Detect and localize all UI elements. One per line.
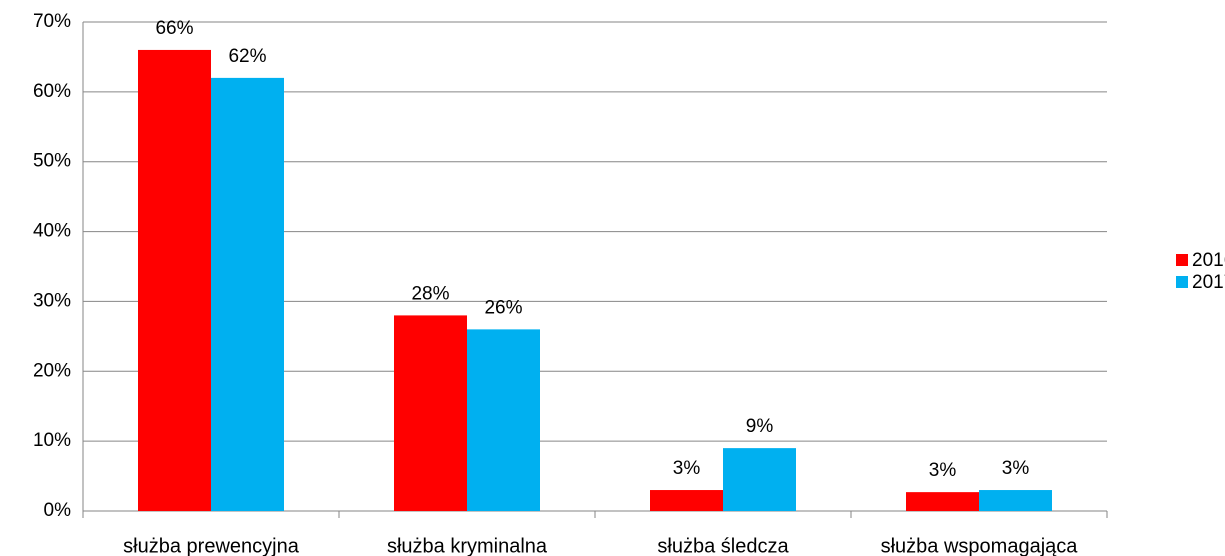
x-tick-label: służba wspomagająca [881,535,1079,556]
bar [467,329,540,511]
legend-label: 2016 [1192,250,1225,271]
y-tick-label: 50% [33,151,71,172]
y-tick-label: 10% [33,430,71,451]
y-tick-label: 40% [33,221,71,242]
bar [394,315,467,511]
x-tick-label: służba prewencyjna [123,535,300,556]
bar [723,448,796,511]
value-label: 62% [228,46,266,67]
legend-label: 2017 [1192,272,1225,293]
value-label: 3% [673,458,701,479]
value-label: 26% [484,297,522,318]
y-tick-label: 20% [33,360,71,381]
value-label: 3% [1002,458,1030,479]
x-tick-label: służba śledcza [657,535,789,556]
bar [906,492,979,511]
bar [138,49,211,511]
x-tick-label: służba kryminalna [387,535,548,556]
legend-swatch [1176,276,1188,288]
y-tick-label: 30% [33,290,71,311]
value-label: 66% [155,18,193,39]
value-label: 3% [929,460,957,481]
y-tick-label: 60% [33,81,71,102]
value-label: 28% [411,283,449,304]
value-label: 9% [746,416,774,437]
bar [979,490,1052,511]
legend-swatch [1176,254,1188,266]
bar [650,490,723,511]
y-tick-label: 70% [33,11,71,32]
bar [211,77,284,511]
y-tick-label: 0% [44,500,72,521]
